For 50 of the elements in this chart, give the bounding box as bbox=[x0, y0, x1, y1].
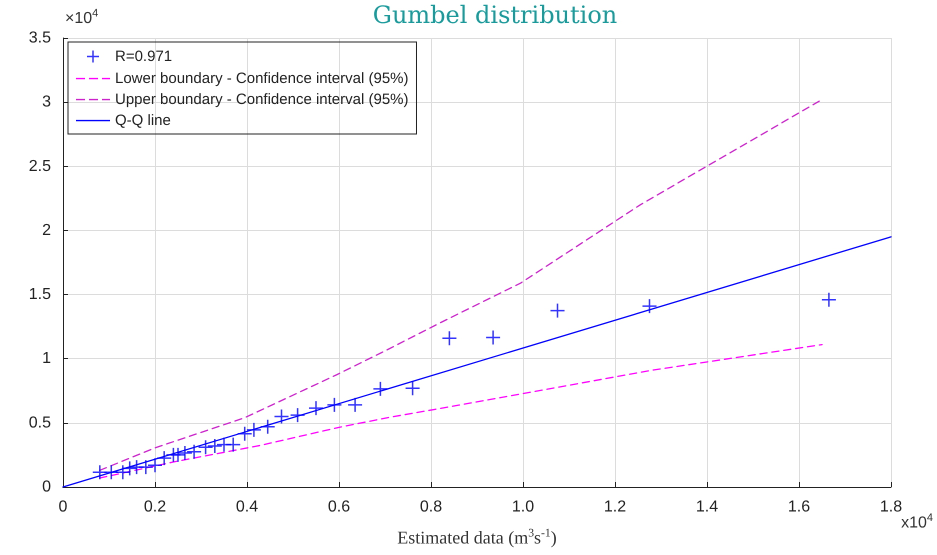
legend-label: R=0.971 bbox=[115, 48, 172, 65]
x-tick-label: 0.8 bbox=[420, 498, 442, 516]
chart-title: Gumbel distribution bbox=[372, 1, 618, 29]
legend-label: Q-Q line bbox=[115, 112, 171, 129]
x-tick-label: 0.4 bbox=[236, 498, 258, 516]
point bbox=[404, 380, 420, 396]
point bbox=[170, 447, 186, 463]
x-tick-label: 0.6 bbox=[328, 498, 350, 516]
y-tick-label: 3.5 bbox=[28, 30, 52, 46]
y-tick-label: 1.5 bbox=[28, 286, 52, 304]
legend-label: Upper boundary - Confidence interval (95%) bbox=[115, 91, 408, 108]
point bbox=[485, 330, 501, 346]
x-tick-label: 1.4 bbox=[696, 498, 718, 516]
point bbox=[260, 418, 276, 434]
point bbox=[550, 302, 566, 318]
point bbox=[138, 459, 154, 475]
x-tick-label: 1.6 bbox=[788, 498, 810, 516]
point bbox=[198, 439, 214, 455]
y-tick-label: 2 bbox=[42, 222, 52, 239]
point bbox=[246, 422, 262, 438]
point bbox=[347, 397, 363, 413]
point bbox=[290, 407, 306, 423]
point bbox=[274, 408, 290, 424]
x-tick-label: 0 bbox=[58, 498, 68, 516]
point bbox=[177, 445, 193, 461]
legend-label: Lower boundary - Confidence interval (95%) bbox=[115, 70, 408, 87]
point bbox=[225, 436, 241, 452]
x-tick-label: 1.2 bbox=[604, 498, 626, 516]
point bbox=[326, 397, 342, 413]
y-tick-label: 1 bbox=[42, 350, 52, 368]
y-tick-label: 2.5 bbox=[28, 158, 52, 175]
x-tick-label: 0.2 bbox=[144, 498, 166, 516]
point bbox=[115, 464, 131, 480]
point bbox=[308, 400, 324, 416]
point bbox=[442, 330, 458, 346]
point bbox=[642, 298, 658, 314]
y-tick-label: 0 bbox=[42, 478, 52, 496]
x-tick-label: 1.8 bbox=[880, 498, 902, 516]
point bbox=[207, 438, 223, 454]
y-tick-label: 0.5 bbox=[28, 414, 52, 432]
point bbox=[372, 381, 388, 397]
point bbox=[236, 426, 252, 442]
point bbox=[122, 460, 138, 476]
y-tick-label: 3 bbox=[42, 94, 52, 111]
point bbox=[147, 457, 163, 473]
line-series bbox=[99, 344, 823, 479]
x-tick-label: 1.0 bbox=[512, 498, 534, 516]
point bbox=[186, 444, 202, 460]
point bbox=[821, 292, 837, 308]
point bbox=[156, 450, 172, 466]
